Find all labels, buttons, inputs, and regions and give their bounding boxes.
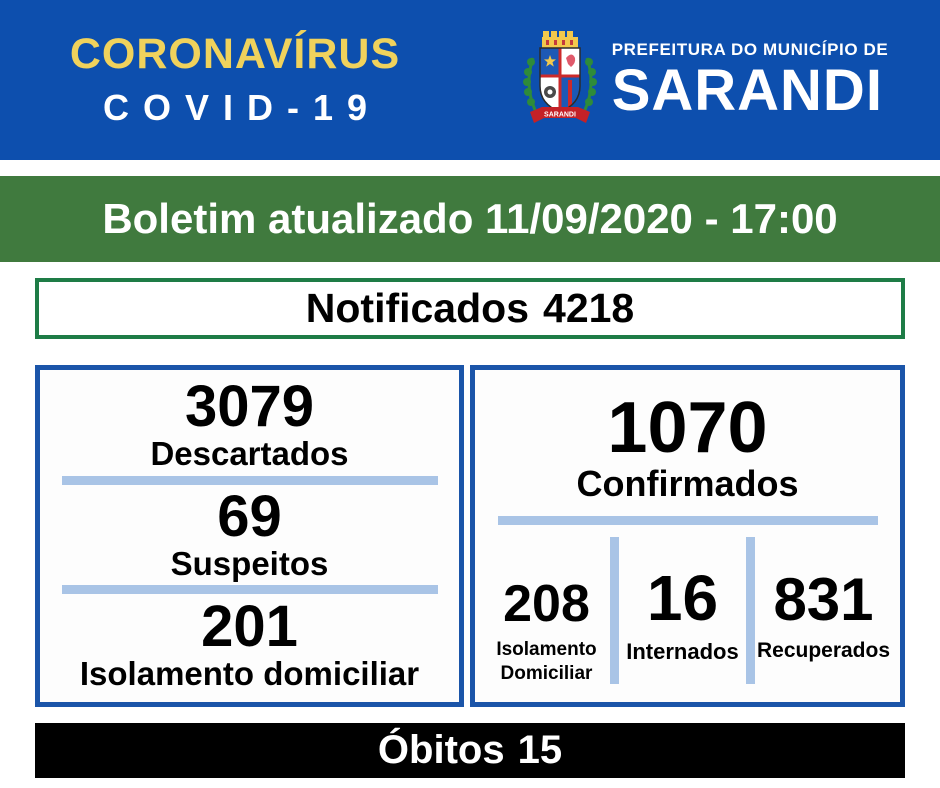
sublabel-line: Isolamento bbox=[496, 639, 597, 660]
isolamento-domiciliar-stat: 201 Isolamento domiciliar bbox=[79, 593, 420, 692]
confirmados-value: 1070 bbox=[607, 388, 768, 468]
isolamento-label: Isolamento domiciliar bbox=[79, 654, 420, 692]
confirmados-label: Confirmados bbox=[576, 463, 799, 504]
mural-crown bbox=[541, 31, 578, 48]
deaths-bar: Óbitos 15 bbox=[35, 723, 905, 778]
city-name: SARANDI bbox=[611, 58, 883, 124]
stats-panels: 3079 Descartados 69 Suspeitos 201 Isolam… bbox=[35, 365, 905, 707]
deaths-label: Óbitos bbox=[377, 728, 505, 772]
notified-box: Notificados 4218 bbox=[35, 278, 905, 339]
right-stats-panel: 1070 Confirmados 208 Isolamento Domicili… bbox=[470, 365, 905, 707]
spacer bbox=[0, 160, 940, 176]
confirmados-breakdown: 208 Isolamento Domiciliar 16 Internados … bbox=[475, 525, 900, 690]
coronavirus-title: CORONAVÍRUS bbox=[69, 30, 401, 79]
isolamento-domiciliar-subvalue: 208 bbox=[503, 575, 590, 633]
deaths-value: 15 bbox=[517, 728, 563, 772]
municipality-block: SARANDI PREFEITURA DO MUNICÍPIO DE SARAN… bbox=[470, 30, 940, 130]
vertical-divider bbox=[609, 536, 619, 684]
descartados-stat: 3079 Descartados bbox=[150, 378, 348, 472]
left-stats-panel: 3079 Descartados 69 Suspeitos 201 Isolam… bbox=[35, 365, 464, 707]
bulletin-updated-text: Boletim atualizado 11/09/2020 - 17:00 bbox=[102, 195, 838, 242]
ribbon-banner: SARANDI bbox=[529, 107, 590, 123]
internados-substat: 16 Internados bbox=[621, 537, 744, 688]
suspeitos-stat: 69 Suspeitos bbox=[170, 483, 329, 582]
vertical-divider bbox=[745, 536, 755, 684]
isolamento-value: 201 bbox=[201, 593, 298, 659]
sublabel-line: Domiciliar bbox=[500, 662, 593, 684]
descartados-value: 3079 bbox=[184, 374, 314, 439]
recuperados-substat: 831 Recuperados bbox=[757, 537, 890, 688]
covid-title-block: CORONAVÍRUS COVID-19 bbox=[0, 31, 470, 128]
recuperados-label: Recuperados bbox=[756, 639, 891, 662]
shield-quarters bbox=[539, 48, 580, 112]
isolamento-domiciliar-substat: 208 Isolamento Domiciliar bbox=[485, 537, 608, 688]
notified-value: 4218 bbox=[543, 285, 635, 331]
suspeitos-value: 69 bbox=[217, 483, 282, 549]
spacer bbox=[0, 707, 940, 723]
laurel-branches bbox=[522, 57, 597, 111]
divider bbox=[61, 475, 438, 485]
spacer bbox=[0, 339, 940, 365]
descartados-label: Descartados bbox=[150, 435, 349, 472]
notified-label: Notificados bbox=[305, 285, 530, 331]
internados-value: 16 bbox=[646, 562, 719, 634]
sarandi-coat-of-arms-logo: SARANDI bbox=[522, 31, 597, 123]
prefeitura-label: PREFEITURA DO MUNICÍPIO DE bbox=[611, 39, 889, 59]
isolamento-domiciliar-sublabel: Isolamento Domiciliar bbox=[496, 638, 596, 688]
covid19-subtitle: COVID-19 bbox=[102, 86, 382, 128]
municipality-name-block: PREFEITURA DO MUNICÍPIO DE SARANDI bbox=[612, 40, 889, 120]
suspeitos-label: Suspeitos bbox=[170, 544, 329, 582]
spacer bbox=[0, 262, 940, 278]
recuperados-value: 831 bbox=[773, 566, 874, 633]
header-banner: CORONAVÍRUS COVID-19 bbox=[0, 0, 940, 160]
divider bbox=[61, 585, 438, 595]
bulletin-updated-bar: Boletim atualizado 11/09/2020 - 17:00 bbox=[0, 176, 940, 262]
divider bbox=[497, 515, 878, 525]
svg-text:SARANDI: SARANDI bbox=[544, 112, 576, 119]
internados-label: Internados bbox=[626, 639, 739, 664]
